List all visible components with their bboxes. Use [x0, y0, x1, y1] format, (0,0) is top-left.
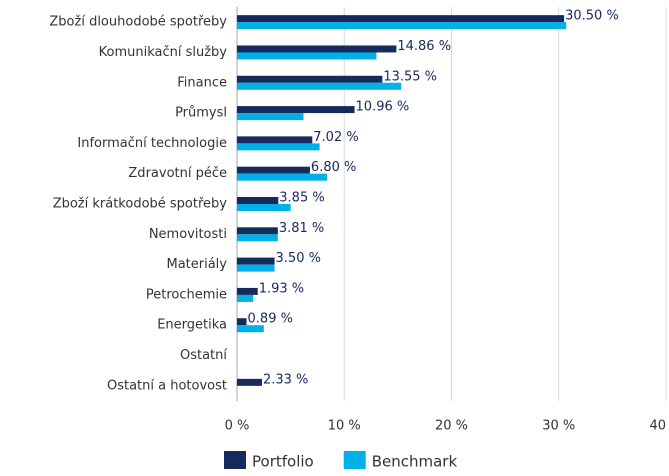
- bar: [237, 82, 402, 90]
- x-tick-label: 40 %: [649, 419, 669, 434]
- value-label: 3.50 %: [276, 251, 321, 266]
- x-tick-label: 10 %: [328, 419, 361, 434]
- x-tick-label: 30 %: [542, 419, 575, 434]
- bar: [237, 257, 275, 265]
- value-label: 14.86 %: [397, 39, 451, 54]
- bar: [237, 52, 377, 60]
- bar: [237, 325, 264, 333]
- value-label: 30.50 %: [565, 9, 619, 24]
- legend-label: Benchmark: [372, 453, 458, 471]
- value-label: 3.81 %: [279, 221, 324, 236]
- y-tick-label: Petrochemie: [146, 287, 227, 302]
- bar: [237, 378, 262, 386]
- value-label: 0.89 %: [248, 312, 293, 327]
- value-label: 13.55 %: [383, 69, 437, 84]
- y-tick-label: Zboží krátkodobé spotřeby: [53, 197, 228, 212]
- x-tick-label: 0 %: [225, 419, 250, 434]
- bar: [237, 75, 383, 83]
- y-tick-label: Průmysl: [175, 106, 227, 121]
- x-tick-label: 20 %: [435, 419, 468, 434]
- y-tick-label: Zdravotní péče: [128, 166, 227, 181]
- legend-swatch: [224, 451, 246, 469]
- y-tick-label: Informační technologie: [77, 136, 227, 151]
- y-tick-label: Energetika: [157, 318, 227, 333]
- value-label: 1.93 %: [259, 281, 304, 296]
- y-tick-label: Materiály: [166, 257, 227, 272]
- legend-swatch: [343, 451, 366, 469]
- y-tick-label: Ostatní a hotovost: [107, 378, 227, 393]
- value-label: 3.85 %: [279, 191, 324, 206]
- legend-label: Portfolio: [252, 453, 314, 471]
- bar: [237, 22, 567, 30]
- bar: [237, 136, 313, 144]
- bar: [237, 227, 278, 235]
- bar: [237, 287, 258, 295]
- bar: [237, 143, 320, 151]
- y-tick-label: Finance: [177, 75, 227, 90]
- value-label: 7.02 %: [313, 130, 358, 145]
- bar: [237, 15, 565, 23]
- y-tick-label: Ostatní: [180, 348, 227, 363]
- y-tick-label: Zboží dlouhodobé spotřeby: [49, 15, 227, 30]
- bar: [237, 318, 247, 326]
- bar: [237, 294, 254, 302]
- bar: [237, 234, 278, 242]
- bar: [237, 166, 310, 174]
- value-label: 2.33 %: [263, 372, 308, 387]
- value-label: 6.80 %: [311, 160, 356, 175]
- bar: [237, 45, 397, 53]
- bar: [237, 106, 355, 114]
- bar: [237, 173, 328, 181]
- bar: [237, 197, 279, 204]
- y-tick-label: Komunikační služby: [99, 45, 228, 60]
- bar: [237, 113, 304, 121]
- bar: [237, 264, 275, 272]
- y-tick-label: Nemovitosti: [149, 227, 227, 242]
- bar: [237, 204, 291, 211]
- value-label: 10.96 %: [356, 100, 410, 115]
